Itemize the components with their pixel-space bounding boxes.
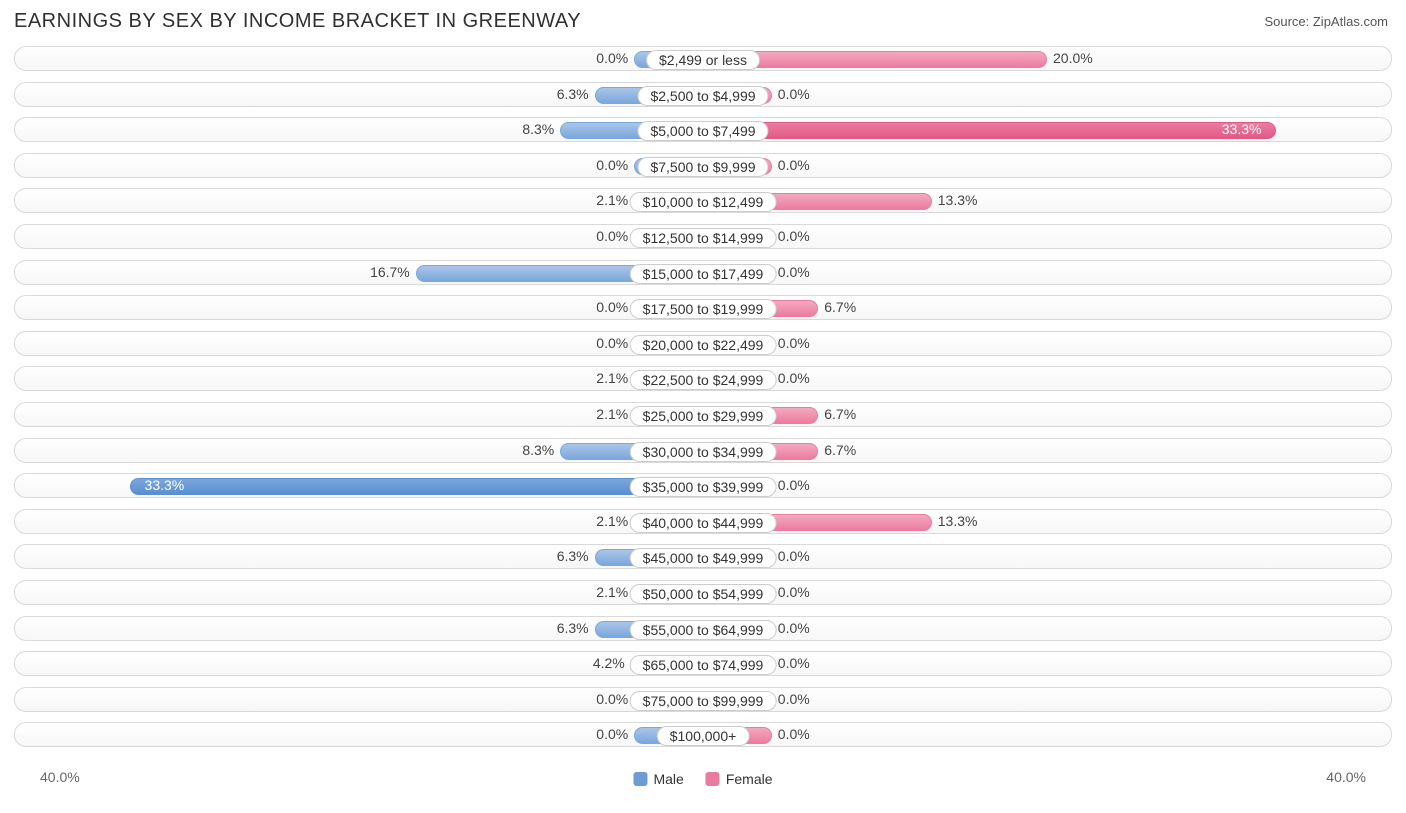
category-label: $30,000 to $34,999	[630, 442, 777, 462]
category-label: $12,500 to $14,999	[630, 228, 777, 248]
female-value-label: 0.0%	[778, 264, 810, 280]
category-label: $45,000 to $49,999	[630, 548, 777, 568]
legend-item-female: Female	[706, 771, 773, 787]
female-value-label: 0.0%	[778, 370, 810, 386]
chart-row: 0.0% 0.0% $100,000+	[14, 722, 1392, 747]
category-label: $17,500 to $19,999	[630, 299, 777, 319]
male-value-label: 0.0%	[596, 335, 628, 351]
male-value-label: 2.1%	[596, 584, 628, 600]
male-value-label: 2.1%	[596, 513, 628, 529]
category-label: $15,000 to $17,499	[630, 264, 777, 284]
legend-label-male: Male	[653, 771, 683, 787]
category-label: $100,000+	[657, 726, 750, 746]
axis-max-left: 40.0%	[40, 769, 80, 785]
chart-row: 2.1% 6.7% $25,000 to $29,999	[14, 402, 1392, 427]
legend-swatch-male	[633, 772, 647, 786]
category-label: $7,500 to $9,999	[637, 157, 768, 177]
legend: Male Female	[633, 771, 772, 787]
male-value-label: 0.0%	[596, 157, 628, 173]
category-label: $5,000 to $7,499	[637, 121, 768, 141]
chart-row: 0.0% 0.0%$20,000 to $22,499	[14, 331, 1392, 356]
chart-row: 2.1% 13.3% $40,000 to $44,999	[14, 509, 1392, 534]
chart-row: 6.3% 0.0%$55,000 to $64,999	[14, 616, 1392, 641]
category-label: $50,000 to $54,999	[630, 584, 777, 604]
male-value-label: 8.3%	[522, 121, 554, 137]
category-label: $75,000 to $99,999	[630, 691, 777, 711]
male-value-label: 0.0%	[596, 691, 628, 707]
male-value-label: 6.3%	[557, 86, 589, 102]
male-value-label: 8.3%	[522, 442, 554, 458]
chart-row: 2.1% 13.3% $10,000 to $12,499	[14, 188, 1392, 213]
category-label: $2,500 to $4,999	[637, 86, 768, 106]
male-value-label: 2.1%	[596, 370, 628, 386]
male-value-label: 6.3%	[557, 620, 589, 636]
chart-title: EARNINGS BY SEX BY INCOME BRACKET IN GRE…	[14, 10, 581, 33]
chart-row: 0.0% 20.0% $2,499 or less	[14, 46, 1392, 71]
category-label: $55,000 to $64,999	[630, 620, 777, 640]
male-bar	[130, 478, 703, 495]
female-value-label: 6.7%	[824, 299, 856, 315]
male-value-label: 2.1%	[596, 406, 628, 422]
chart-row: 8.3% 6.7% $30,000 to $34,999	[14, 438, 1392, 463]
female-value-label: 0.0%	[778, 477, 810, 493]
chart-area: 0.0% 20.0% $2,499 or less 6.3% 0.0% $2,500 to…	[14, 46, 1392, 763]
female-value-label: 6.7%	[824, 406, 856, 422]
legend-label-female: Female	[726, 771, 773, 787]
female-value-label: 20.0%	[1053, 50, 1093, 66]
chart-row: 8.3% 33.3% $5,000 to $7,499	[14, 117, 1392, 142]
female-value-label: 0.0%	[778, 86, 810, 102]
female-value-label: 13.3%	[938, 513, 978, 529]
category-label: $22,500 to $24,999	[630, 370, 777, 390]
chart-row: 0.0% 6.7% $17,500 to $19,999	[14, 295, 1392, 320]
chart-row: 33.3% 0.0%$35,000 to $39,999	[14, 473, 1392, 498]
category-label: $25,000 to $29,999	[630, 406, 777, 426]
male-value-label: 2.1%	[596, 192, 628, 208]
male-value-label: 0.0%	[596, 228, 628, 244]
male-value-label: 0.0%	[596, 299, 628, 315]
category-label: $35,000 to $39,999	[630, 477, 777, 497]
axis-max-right: 40.0%	[1326, 769, 1366, 785]
legend-swatch-female	[706, 772, 720, 786]
female-value-label: 0.0%	[778, 157, 810, 173]
male-value-label: 0.0%	[596, 726, 628, 742]
category-label: $20,000 to $22,499	[630, 335, 777, 355]
female-value-label: 0.0%	[778, 691, 810, 707]
chart-row: 2.1% 0.0%$22,500 to $24,999	[14, 366, 1392, 391]
female-value-label: 6.7%	[824, 442, 856, 458]
category-label: $10,000 to $12,499	[630, 192, 777, 212]
category-label: $40,000 to $44,999	[630, 513, 777, 533]
female-value-label: 0.0%	[778, 620, 810, 636]
male-value-label: 4.2%	[593, 655, 625, 671]
chart-row: 0.0% 0.0%$12,500 to $14,999	[14, 224, 1392, 249]
female-bar	[703, 122, 1276, 139]
male-value-label: 0.0%	[596, 50, 628, 66]
female-value-label: 33.3%	[1222, 121, 1262, 137]
chart-row: 6.3% 0.0% $2,500 to $4,999	[14, 82, 1392, 107]
female-value-label: 0.0%	[778, 548, 810, 564]
female-value-label: 0.0%	[778, 655, 810, 671]
male-value-label: 6.3%	[557, 548, 589, 564]
chart-row: 0.0% 0.0% $7,500 to $9,999	[14, 153, 1392, 178]
category-label: $2,499 or less	[646, 50, 760, 70]
chart-row: 0.0% 0.0%$75,000 to $99,999	[14, 687, 1392, 712]
chart-row: 2.1% 0.0%$50,000 to $54,999	[14, 580, 1392, 605]
source-attribution: Source: ZipAtlas.com	[1264, 14, 1388, 29]
legend-item-male: Male	[633, 771, 683, 787]
female-value-label: 0.0%	[778, 726, 810, 742]
male-value-label: 16.7%	[370, 264, 410, 280]
female-value-label: 0.0%	[778, 228, 810, 244]
chart-row: 6.3% 0.0%$45,000 to $49,999	[14, 544, 1392, 569]
female-value-label: 0.0%	[778, 335, 810, 351]
chart-row: 16.7% 0.0%$15,000 to $17,499	[14, 260, 1392, 285]
category-label: $65,000 to $74,999	[630, 655, 777, 675]
chart-row: 4.2% 0.0%$65,000 to $74,999	[14, 651, 1392, 676]
male-value-label: 33.3%	[145, 477, 185, 493]
female-value-label: 0.0%	[778, 584, 810, 600]
female-value-label: 13.3%	[938, 192, 978, 208]
